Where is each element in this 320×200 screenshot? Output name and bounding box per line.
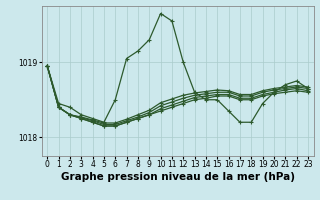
X-axis label: Graphe pression niveau de la mer (hPa): Graphe pression niveau de la mer (hPa): [60, 172, 295, 182]
